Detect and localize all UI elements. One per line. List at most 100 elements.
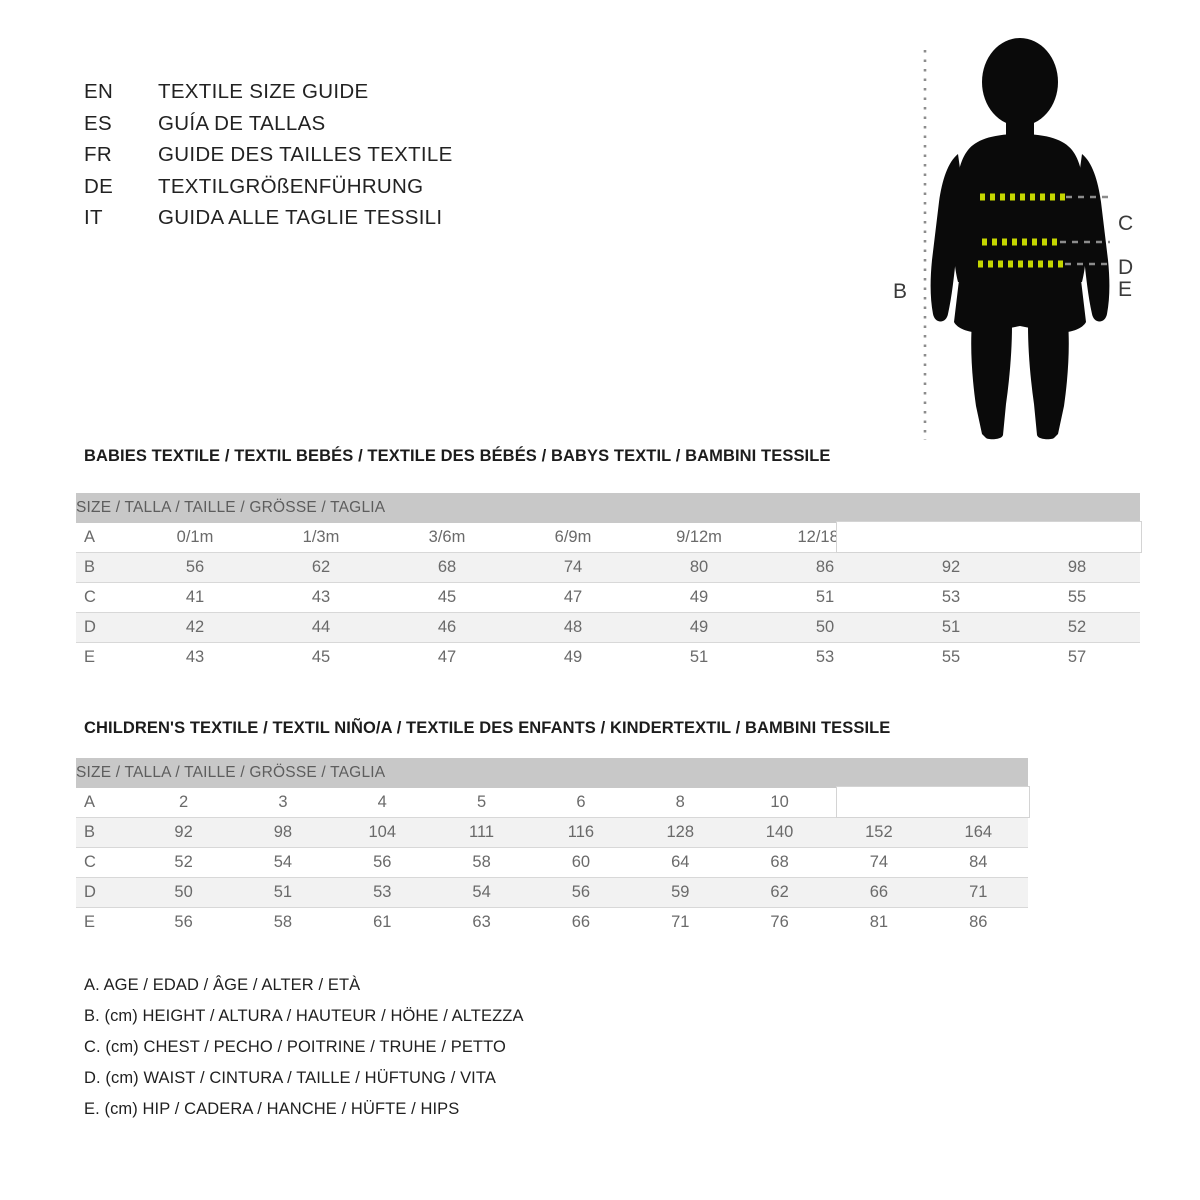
table-cell: 53 (332, 877, 432, 908)
table-row: A 2 3 4 5 6 8 10 12 14 (76, 788, 1028, 818)
table-cell: 60 (571, 853, 591, 871)
table-cell: 56 (373, 853, 392, 871)
table-cell: 45 (311, 648, 331, 666)
legend-item-age: A. AGE / EDAD / ÂGE / ALTER / ETÀ (84, 976, 361, 994)
language-code: IT (84, 206, 103, 229)
table-cell: 76 (770, 913, 789, 931)
table-cell: 55 (1067, 588, 1087, 606)
table-row: B 56 62 68 74 80 86 92 98 (76, 552, 1141, 583)
child-body-silhouette (930, 38, 1110, 440)
table-cell: 4 (377, 793, 387, 811)
table-row: C 41 43 45 47 49 51 53 55 (76, 583, 1140, 613)
language-code: FR (84, 143, 112, 166)
table-cell: 41 (185, 588, 205, 606)
table-cell: 10 (770, 793, 789, 811)
table-cell: 6 (576, 793, 586, 811)
table-cell: 52 (1014, 612, 1141, 643)
row-key: E (84, 648, 96, 666)
language-title: GUÍA DE TALLAS (158, 111, 326, 135)
table-cell: 45 (437, 588, 457, 606)
table-cell: 56 (531, 877, 631, 908)
table-cell: 71 (928, 877, 1028, 908)
table-cell: 56 (132, 552, 258, 583)
table-cell: 46 (384, 612, 510, 643)
table-cell: 62 (258, 552, 384, 583)
table-cell: 43 (185, 648, 205, 666)
row-key: D (76, 612, 132, 643)
table-cell: 49 (636, 612, 762, 643)
table-cell: 140 (729, 817, 830, 848)
measurement-diagram: B C D E (860, 30, 1180, 460)
table-cell: 9/12m (676, 528, 722, 546)
language-code: DE (84, 174, 114, 198)
table-header-label: SIZE / TALLA / TAILLE / GRÖSSE / TAGLIA (76, 493, 1141, 523)
table-header-label: SIZE / TALLA / TAILLE / GRÖSSE / TAGLIA (76, 758, 1028, 788)
table-cell: 52 (174, 853, 193, 871)
language-row-fr: FR GUIDE DES TAILLES TEXTILE (84, 143, 684, 175)
table-cell: 49 (689, 588, 709, 606)
table-cell: 68 (770, 853, 789, 871)
table-cell: 5 (476, 793, 487, 811)
table-row: A 0/1m 1/3m 3/6m 6/9m 9/12m 12/18m 18/24… (76, 523, 1140, 553)
table-cell: 68 (384, 552, 510, 583)
row-key: C (84, 853, 96, 871)
table-cell: 1/3m (302, 528, 340, 546)
table-cell: 51 (689, 648, 709, 666)
table-cell: 0/1m (176, 528, 214, 546)
language-code: EN (84, 80, 114, 103)
language-title: TEXTILE SIZE GUIDE (158, 80, 369, 103)
language-row-it: IT GUIDA ALLE TAGLIE TESSILI (84, 206, 684, 238)
table-cell: 98 (233, 817, 333, 848)
language-code: ES (84, 111, 112, 135)
table-cell: 51 (815, 588, 835, 606)
children-size-table: SIZE / TALLA / TAILLE / GRÖSSE / TAGLIA … (76, 758, 1030, 937)
language-row-es: ES GUÍA DE TALLAS (84, 112, 684, 144)
table-cell: 54 (431, 877, 532, 908)
language-row-de: DE TEXTILGRÖßENFÜHRUNG (84, 175, 684, 207)
table-row: B 92 98 104 111 116 128 140 152 164 (76, 817, 1028, 848)
table-cell: 51 (888, 612, 1014, 643)
table-cell: 50 (762, 612, 888, 643)
table-cell: 81 (869, 913, 889, 931)
table-cell: 53 (815, 648, 835, 666)
figure-label-waist: D (1118, 256, 1134, 279)
language-title: TEXTILGRÖßENFÜHRUNG (158, 174, 424, 198)
table-cell: 58 (273, 913, 293, 931)
table-cell: 8 (675, 793, 685, 811)
table-cell: 98 (1014, 552, 1141, 583)
legend-item-height: B. (cm) HEIGHT / ALTURA / HAUTEUR / HÖHE… (84, 1007, 524, 1025)
figure-label-chest: C (1118, 212, 1134, 235)
table-row: E 43 45 47 49 51 53 55 57 (76, 643, 1140, 673)
language-row-en: EN TEXTILE SIZE GUIDE (84, 80, 684, 112)
table-cell: 61 (373, 913, 392, 931)
table-cell: 47 (563, 588, 583, 606)
row-key: B (76, 817, 134, 848)
table-cell: 14 (969, 793, 988, 811)
table-cell: 50 (133, 877, 234, 908)
table-cell: 12 (869, 793, 889, 811)
table-cell: 2 (179, 793, 189, 811)
table-cell: 62 (729, 877, 830, 908)
table-cell: 3/6m (428, 528, 466, 546)
table-cell: 104 (332, 817, 432, 848)
child-silhouette-diagram (923, 38, 1110, 440)
language-title-block: EN TEXTILE SIZE GUIDE ES GUÍA DE TALLAS … (84, 80, 684, 238)
table-cell: 59 (630, 877, 730, 908)
table-cell: 42 (132, 612, 258, 643)
table-cell: 51 (233, 877, 333, 908)
table-cell: 116 (531, 817, 631, 848)
table-header-row: SIZE / TALLA / TAILLE / GRÖSSE / TAGLIA (76, 493, 1141, 523)
legend-item-hip: E. (cm) HIP / CADERA / HANCHE / HÜFTE / … (84, 1100, 460, 1118)
figure-label-height: B (893, 280, 908, 303)
table-header-row: SIZE / TALLA / TAILLE / GRÖSSE / TAGLIA (76, 758, 1028, 788)
table-cell: 92 (133, 817, 234, 848)
table-cell: 12/18m (797, 528, 853, 546)
table-cell: 6/9m (554, 528, 592, 546)
table-row: C 52 54 56 58 60 64 68 74 84 (76, 848, 1028, 878)
table-cell: 3 (278, 793, 288, 811)
table-cell: 86 (762, 552, 888, 583)
table-cell: 152 (829, 817, 929, 848)
table-cell: 49 (563, 648, 583, 666)
figure-label-hip: E (1118, 278, 1133, 301)
table-cell: 86 (969, 913, 988, 931)
